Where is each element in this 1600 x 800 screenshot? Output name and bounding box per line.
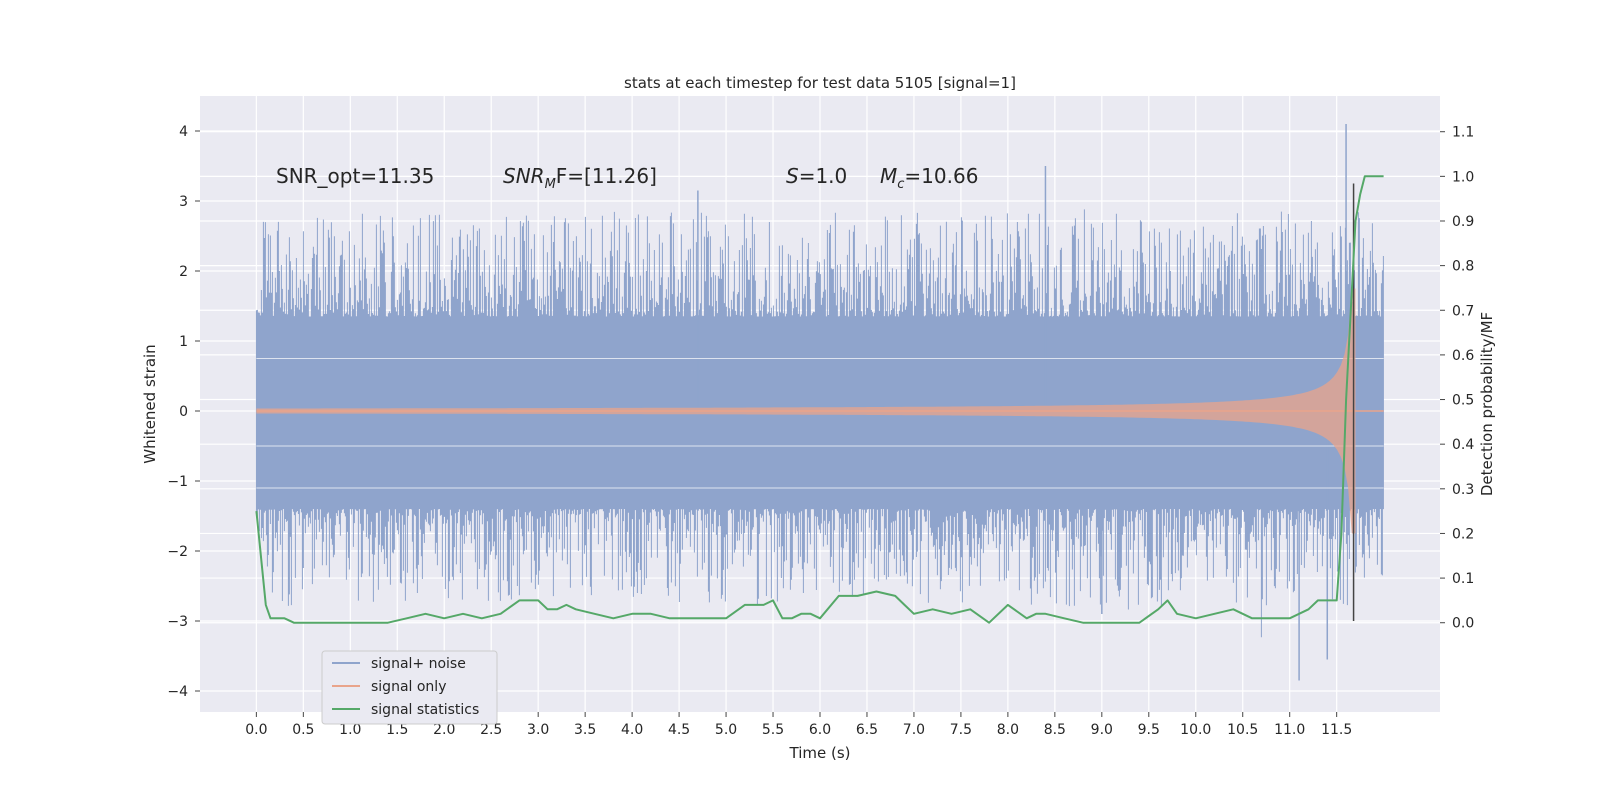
x-tick-label: 4.5 [668, 722, 690, 738]
x-tick-label: 1.5 [386, 722, 408, 738]
right-y-tick-label: 1.0 [1452, 169, 1474, 185]
signal-statistics-series [255, 175, 1384, 624]
x-tick-label: 4.0 [621, 722, 643, 738]
left-y-axis-label: Whitened strain [141, 344, 159, 463]
annotation-mc-value: =10.66 [904, 164, 978, 188]
x-tick-label: 3.5 [574, 722, 596, 738]
left-y-tick-label: 0 [179, 404, 188, 420]
x-tick-label: 6.0 [809, 722, 831, 738]
left-y-tick-label: 3 [179, 194, 188, 210]
annotation-mc-subscript: c [897, 177, 904, 192]
x-tick-label: 7.5 [950, 722, 972, 738]
right-y-tick-label: 0.3 [1452, 482, 1474, 498]
left-y-tick-label: −2 [167, 544, 188, 560]
right-y-axis-label: Detection probability/MF [1478, 312, 1496, 496]
left-y-tick-label: 2 [179, 264, 188, 280]
legend-label-signal-noise: signal+ noise [371, 656, 466, 672]
right-y-axis-ticks: 1.1 1.0 0.9 0.8 0.7 0.6 0.5 0.4 0.3 0.2 0.1 0.0 [1440, 125, 1474, 632]
left-y-axis-ticks: 4 3 2 1 0 −1 −2 −3 −4 [167, 124, 200, 700]
right-y-tick-label: 0.0 [1452, 616, 1474, 632]
x-tick-label: 8.5 [1044, 722, 1066, 738]
x-axis-ticks: 0.0 0.5 1.0 1.5 2.0 2.5 3.0 3.5 4.0 4.5 5.0 5.5 6.0 6… [245, 712, 1352, 738]
left-y-tick-label: −4 [167, 684, 188, 700]
x-tick-label: 7.0 [903, 722, 925, 738]
left-y-tick-label: 1 [179, 334, 188, 350]
right-y-tick-label: 0.8 [1452, 259, 1474, 275]
x-tick-label: 8.0 [997, 722, 1019, 738]
right-y-tick-label: 0.2 [1452, 526, 1474, 542]
x-tick-label: 5.5 [762, 722, 784, 738]
right-y-tick-label: 0.7 [1452, 303, 1474, 319]
right-y-tick-label: 0.4 [1452, 437, 1474, 453]
annotation-mc-symbol: M [880, 164, 897, 188]
x-tick-label: 11.5 [1321, 722, 1352, 738]
annotation-s: S=1.0 [786, 164, 847, 188]
annotation-snr-mf-subscript: M [545, 177, 556, 192]
right-y-tick-label: 0.9 [1452, 214, 1474, 230]
annotation-snr-opt: SNR_opt=11.35 [276, 164, 434, 188]
x-tick-label: 11.0 [1274, 722, 1305, 738]
right-y-tick-label: 0.5 [1452, 393, 1474, 409]
legend-label-signal-statistics: signal statistics [371, 702, 479, 718]
x-tick-label: 9.5 [1138, 722, 1160, 738]
signal-only-series [256, 288, 1384, 534]
x-tick-label: 2.0 [433, 722, 455, 738]
annotation-snr-mf-value: F=[11.26] [556, 164, 657, 188]
x-tick-label: 10.5 [1227, 722, 1258, 738]
right-y-tick-label: 0.6 [1452, 348, 1474, 364]
x-tick-label: 2.5 [480, 722, 502, 738]
x-tick-label: 0.5 [292, 722, 314, 738]
x-tick-label: 9.0 [1091, 722, 1113, 738]
x-tick-label: 0.0 [245, 722, 267, 738]
annotation-snr-mf-symbol: SNR [503, 164, 545, 188]
right-y-tick-label: 1.1 [1452, 125, 1474, 141]
chart-title: stats at each timestep for test data 510… [624, 74, 1016, 92]
annotation-s-value: =1.0 [799, 164, 848, 188]
left-y-tick-label: 4 [179, 124, 188, 140]
legend-label-signal-only: signal only [371, 679, 446, 695]
legend: signal+ noise signal only signal statist… [321, 650, 498, 725]
left-y-tick-label: −1 [167, 474, 188, 490]
annotation-mc: Mc=10.66 [880, 164, 978, 192]
legend-frame [321, 650, 498, 725]
x-tick-label: 1.0 [339, 722, 361, 738]
x-tick-label: 10.0 [1180, 722, 1211, 738]
annotation-snr-mf: SNRMF=[11.26] [503, 164, 657, 192]
left-y-tick-label: −3 [167, 614, 188, 630]
right-y-tick-label: 0.1 [1452, 571, 1474, 587]
x-tick-label: 6.5 [856, 722, 878, 738]
signal-statistics-line [255, 175, 1384, 624]
x-tick-label: 5.0 [715, 722, 737, 738]
annotation-s-symbol: S [786, 164, 799, 188]
x-tick-label: 3.0 [527, 722, 549, 738]
x-axis-label: Time (s) [789, 744, 851, 762]
